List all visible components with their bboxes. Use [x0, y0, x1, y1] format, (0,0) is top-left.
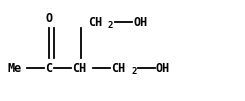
- Text: 2: 2: [108, 22, 113, 31]
- Text: CH: CH: [88, 15, 102, 28]
- Text: 2: 2: [131, 67, 136, 76]
- Text: O: O: [46, 12, 53, 25]
- Text: CH: CH: [72, 62, 86, 75]
- Text: CH: CH: [111, 62, 125, 75]
- Text: OH: OH: [156, 62, 170, 75]
- Text: OH: OH: [133, 15, 147, 28]
- Text: Me: Me: [8, 62, 22, 75]
- Text: C: C: [45, 62, 52, 75]
